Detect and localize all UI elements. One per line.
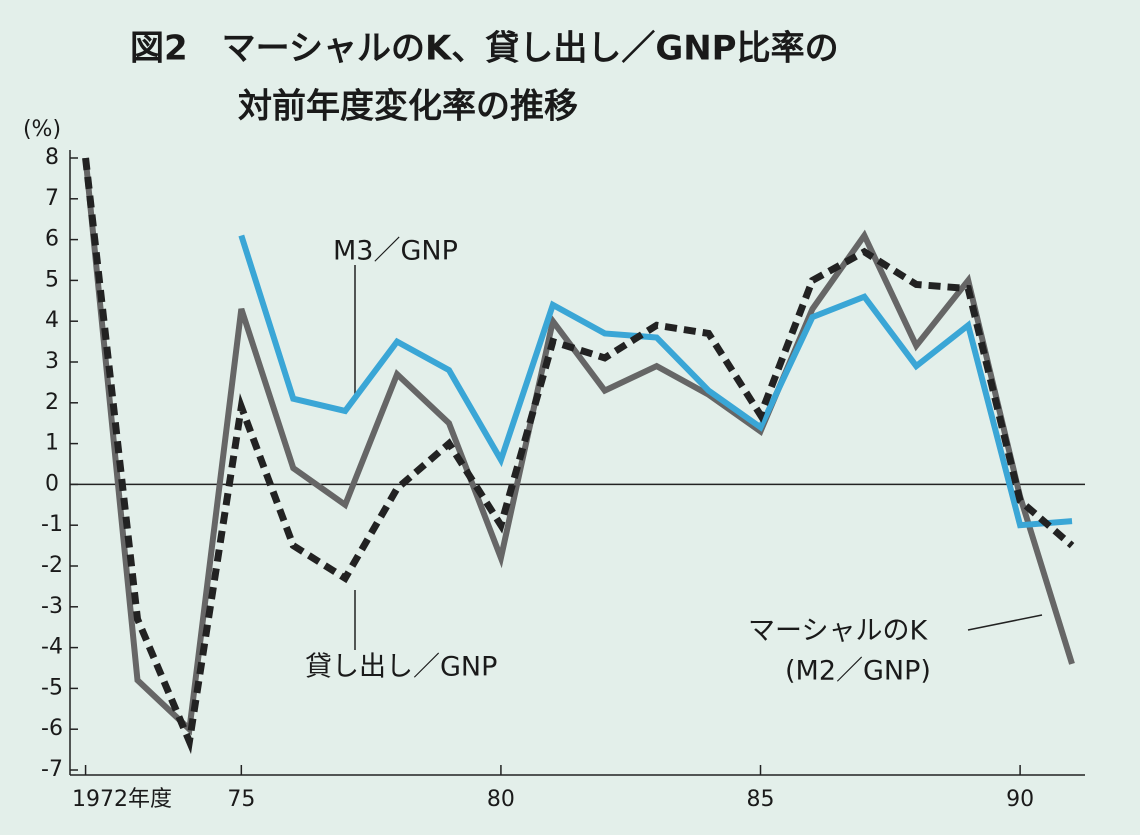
x-tick-label: 1972年度 <box>72 787 172 812</box>
series-label: 貸し出し／GNP <box>305 652 497 683</box>
series-line <box>238 234 1073 529</box>
y-tick-label: 2 <box>45 390 59 415</box>
y-tick-label: -7 <box>41 757 63 782</box>
x-tick-label: 85 <box>747 787 775 812</box>
y-tick-label: 5 <box>45 267 59 292</box>
y-unit: (%) <box>23 117 61 142</box>
chart-title: 対前年度変化率の推移 <box>238 87 578 127</box>
y-tick-label: -1 <box>41 512 63 537</box>
y-tick-label: -5 <box>41 675 63 700</box>
series-note: (M2／GNP) <box>785 656 931 687</box>
y-tick-label: -6 <box>41 716 63 741</box>
y-tick-label: 7 <box>45 186 59 211</box>
chart-title: 図2 マーシャルのK、貸し出し／GNP比率の <box>130 29 839 69</box>
series-line <box>82 157 1075 736</box>
leader-line <box>967 614 1043 631</box>
x-tick-label: 80 <box>487 787 515 812</box>
y-tick-label: 8 <box>45 145 59 170</box>
y-tick-label: 6 <box>45 227 59 252</box>
y-tick-label: -2 <box>41 553 63 578</box>
series-line <box>82 157 1075 755</box>
y-tick-label: 3 <box>45 349 59 374</box>
x-tick-label: 90 <box>1006 787 1034 812</box>
y-tick-label: -4 <box>41 635 63 660</box>
x-tick-label: 75 <box>227 787 255 812</box>
series-label: マーシャルのK <box>748 616 928 647</box>
y-tick-label: -3 <box>41 594 63 619</box>
y-tick-label: 4 <box>45 308 59 333</box>
series-label: M3／GNP <box>333 236 458 267</box>
y-tick-label: 1 <box>45 431 59 456</box>
y-tick-label: 0 <box>45 471 59 496</box>
